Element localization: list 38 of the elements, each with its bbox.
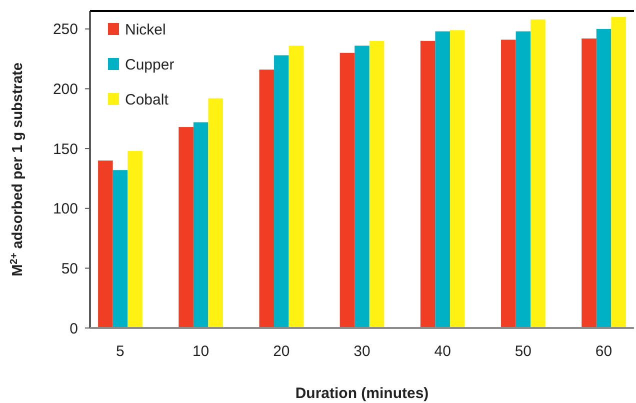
- bar: [128, 150, 142, 328]
- bar: [208, 98, 223, 328]
- bar: [98, 160, 113, 328]
- bar: [611, 16, 626, 328]
- legend-label: Cobalt: [125, 91, 170, 108]
- bar: [354, 46, 370, 328]
- bar: [369, 40, 384, 328]
- x-tick-label: 5: [116, 343, 124, 360]
- y-tick-label: 200: [52, 81, 78, 98]
- bar: [530, 19, 546, 328]
- bar: [450, 30, 465, 328]
- bar: [274, 55, 289, 328]
- y-tick-label: 150: [52, 140, 78, 158]
- x-axis-title: Duration (minutes): [295, 385, 429, 402]
- x-tick-label: 20: [273, 343, 290, 360]
- y-tick-label: 0: [70, 320, 78, 338]
- bar: [340, 52, 355, 328]
- bar: [420, 40, 436, 328]
- bar: [193, 122, 208, 328]
- bar: [501, 40, 516, 328]
- y-tick-label: 100: [52, 200, 78, 218]
- y-tick-label: 250: [52, 21, 78, 38]
- legend-label: Nickel: [125, 21, 166, 38]
- bar: [435, 31, 450, 328]
- bar: [516, 31, 531, 328]
- bar: [259, 70, 274, 328]
- x-tick-label: 40: [434, 343, 451, 360]
- bar: [178, 127, 194, 328]
- legend-label: Cupper: [125, 56, 174, 74]
- bar: [288, 46, 304, 328]
- x-tick-label: 50: [514, 343, 532, 360]
- x-tick-label: 30: [354, 343, 370, 360]
- x-tick-label: 60: [595, 343, 612, 360]
- bar: [596, 28, 612, 328]
- y-tick-label: 50: [61, 260, 78, 278]
- bar: [582, 38, 596, 328]
- bar: [112, 170, 128, 328]
- x-tick-label: 10: [192, 343, 210, 360]
